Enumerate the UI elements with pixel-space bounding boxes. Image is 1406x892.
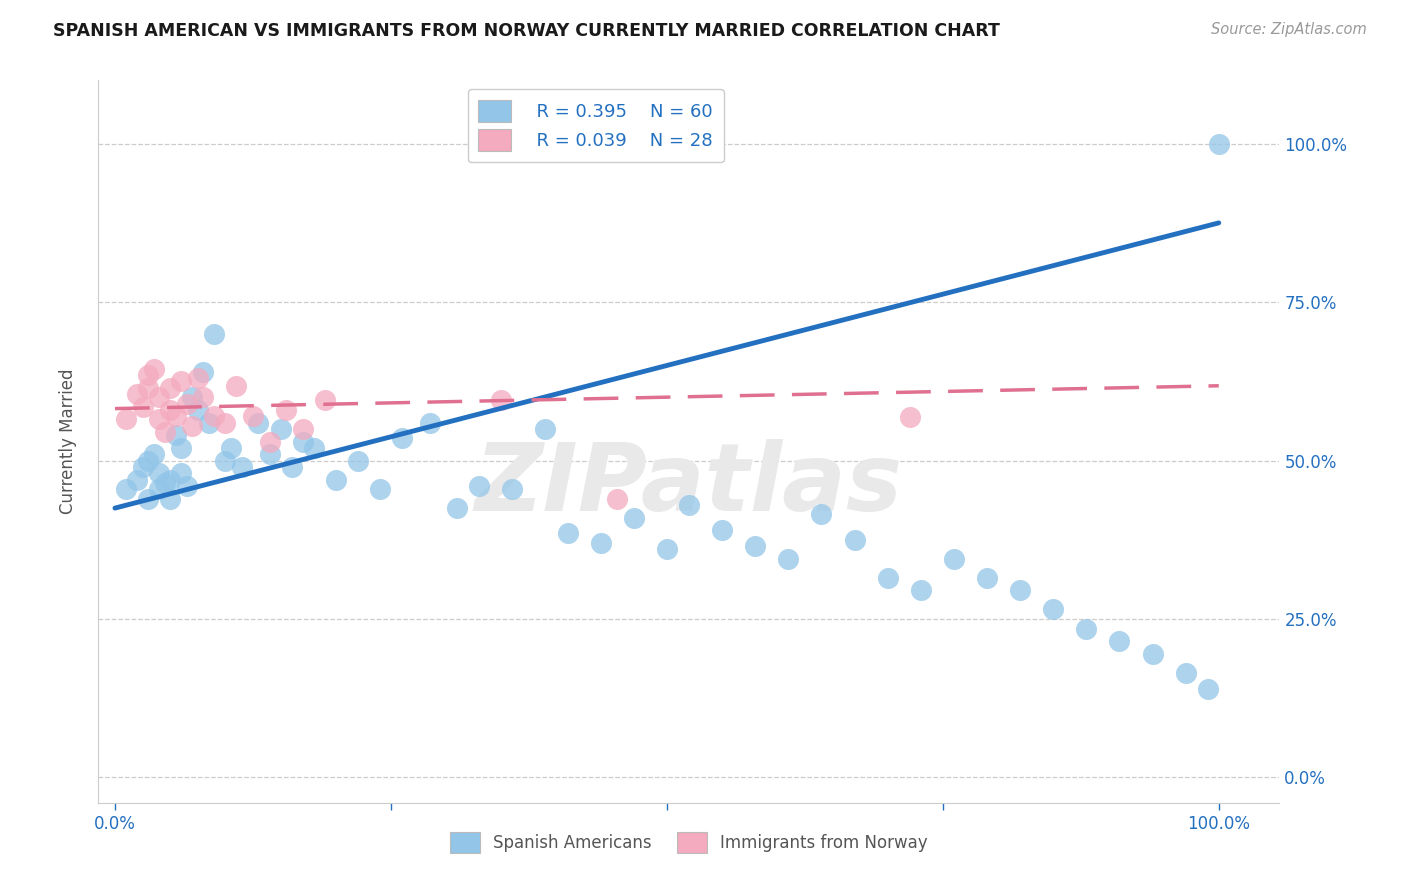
Point	[214, 416, 236, 430]
Point	[181, 390, 204, 404]
Point	[1076, 622, 1098, 636]
Point	[1208, 136, 1230, 151]
Point	[291, 434, 314, 449]
Point	[176, 479, 198, 493]
Point	[125, 473, 148, 487]
Point	[259, 434, 281, 449]
Text: Source: ZipAtlas.com: Source: ZipAtlas.com	[1211, 22, 1367, 37]
Point	[136, 368, 159, 382]
Point	[280, 459, 302, 474]
Point	[159, 381, 181, 395]
Point	[314, 393, 336, 408]
Point	[274, 402, 297, 417]
Point	[165, 428, 187, 442]
Point	[193, 365, 215, 379]
Point	[844, 533, 866, 547]
Point	[259, 447, 281, 461]
Point	[131, 459, 153, 474]
Point	[115, 412, 138, 426]
Point	[225, 378, 247, 392]
Point	[159, 402, 181, 417]
Point	[202, 409, 225, 424]
Point	[136, 453, 159, 467]
Point	[302, 441, 325, 455]
Point	[159, 491, 181, 506]
Point	[198, 416, 221, 430]
Point	[391, 431, 413, 445]
Point	[655, 542, 678, 557]
Point	[778, 551, 800, 566]
Point	[623, 510, 645, 524]
Point	[1010, 583, 1032, 598]
Point	[181, 418, 204, 433]
Point	[910, 583, 932, 598]
Point	[711, 523, 734, 537]
Point	[898, 410, 921, 425]
Point	[136, 381, 159, 395]
Point	[136, 491, 159, 506]
Point	[148, 412, 170, 426]
Point	[247, 416, 270, 430]
Point	[193, 390, 215, 404]
Point	[368, 482, 391, 496]
Point	[148, 482, 170, 496]
Point	[142, 447, 165, 461]
Point	[325, 473, 347, 487]
Point	[346, 453, 368, 467]
Point	[419, 416, 441, 430]
Point	[942, 551, 965, 566]
Point	[159, 473, 181, 487]
Point	[115, 482, 138, 496]
Point	[170, 375, 193, 389]
Point	[176, 396, 198, 410]
Point	[170, 441, 193, 455]
Point	[491, 393, 513, 408]
Point	[231, 459, 253, 474]
Point	[606, 491, 628, 506]
Point	[148, 390, 170, 404]
Point	[270, 422, 292, 436]
Point	[589, 536, 612, 550]
Point	[1197, 681, 1219, 696]
Point	[187, 402, 209, 417]
Point	[501, 482, 523, 496]
Point	[202, 326, 225, 341]
Point	[876, 571, 898, 585]
Point	[242, 409, 264, 424]
Point	[170, 467, 193, 481]
Point	[1108, 634, 1130, 648]
Point	[810, 508, 832, 522]
Point	[1042, 602, 1064, 616]
Point	[187, 371, 209, 385]
Point	[142, 361, 165, 376]
Point	[1142, 647, 1164, 661]
Point	[153, 425, 176, 439]
Point	[557, 526, 579, 541]
Y-axis label: Currently Married: Currently Married	[59, 368, 77, 515]
Point	[131, 400, 153, 414]
Point	[219, 441, 242, 455]
Point	[165, 409, 187, 424]
Point	[125, 387, 148, 401]
Point	[678, 498, 700, 512]
Point	[976, 571, 998, 585]
Point	[148, 467, 170, 481]
Text: ZIPatlas: ZIPatlas	[475, 439, 903, 531]
Legend: Spanish Americans, Immigrants from Norway: Spanish Americans, Immigrants from Norwa…	[443, 826, 935, 860]
Point	[534, 422, 557, 436]
Point	[446, 501, 468, 516]
Point	[1174, 665, 1197, 680]
Point	[214, 453, 236, 467]
Point	[291, 422, 314, 436]
Point	[153, 475, 176, 490]
Point	[744, 539, 766, 553]
Point	[468, 479, 491, 493]
Text: SPANISH AMERICAN VS IMMIGRANTS FROM NORWAY CURRENTLY MARRIED CORRELATION CHART: SPANISH AMERICAN VS IMMIGRANTS FROM NORW…	[53, 22, 1000, 40]
